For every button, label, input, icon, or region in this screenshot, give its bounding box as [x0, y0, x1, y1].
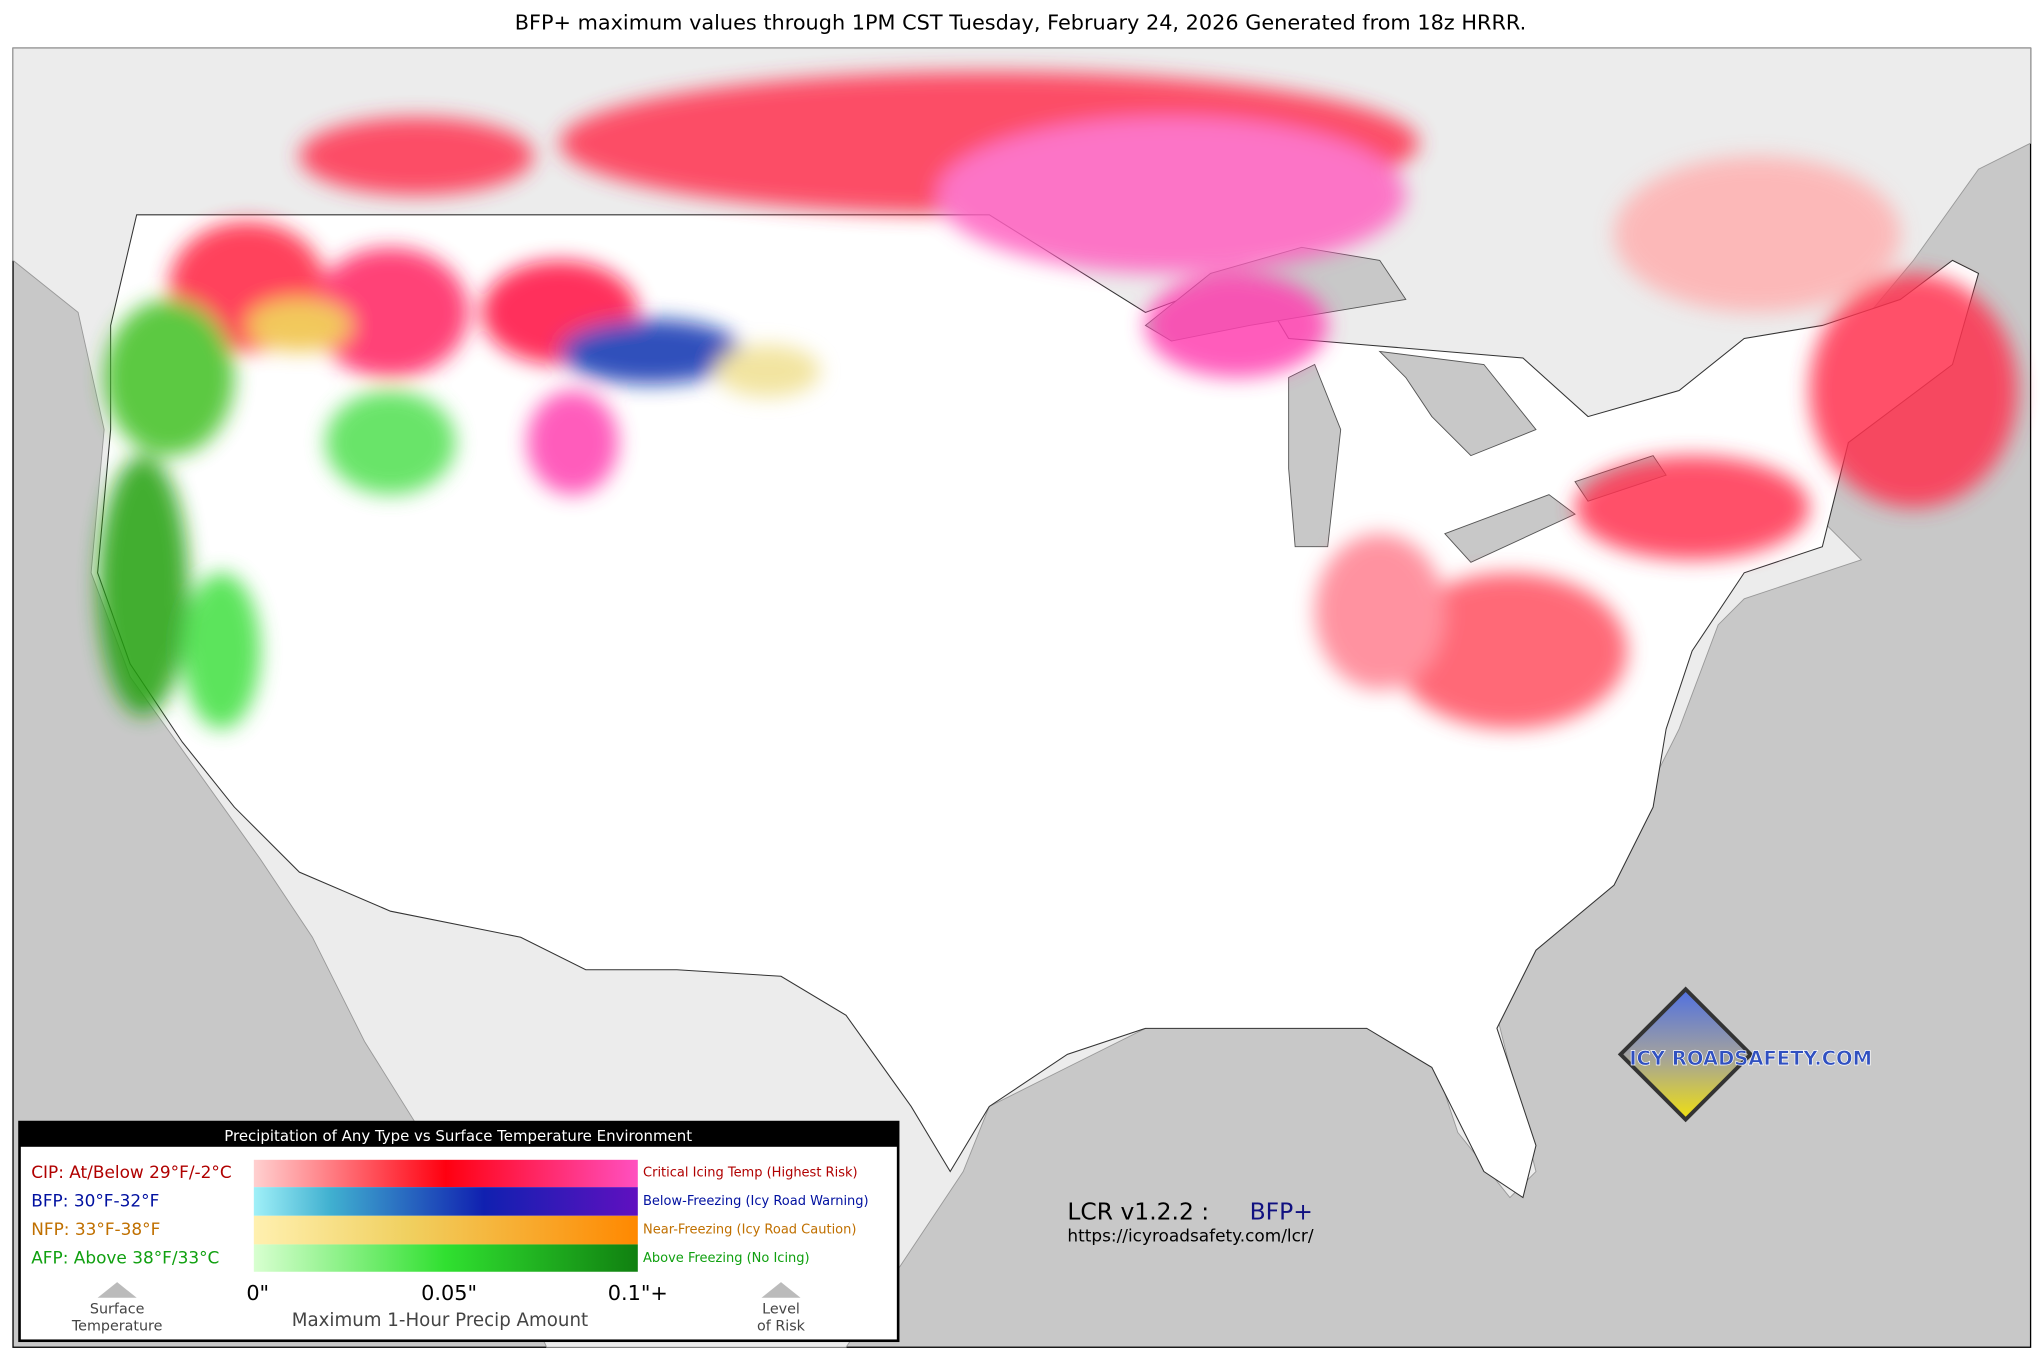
row-description: Above Freezing (No Icing)	[643, 1251, 810, 1266]
row-label: AFP: Above 38°F/33°C	[31, 1248, 219, 1268]
row-description: Near-Freezing (Icy Road Caution)	[643, 1223, 856, 1238]
row-description: Critical Icing Temp (Highest Risk)	[643, 1165, 858, 1180]
scale-label: 0.05"	[421, 1281, 477, 1305]
product: BFP+	[1250, 1198, 1313, 1226]
color-bar	[253, 1215, 638, 1245]
logo: ICY ROADSAFETY.COM	[1617, 986, 1872, 1123]
title: BFP+ maximum values through 1PM CST Tues…	[515, 10, 1527, 34]
legend: Precipitation of Any Type vs Surface Tem…	[18, 1120, 900, 1343]
marker-text: Surface	[90, 1302, 145, 1318]
scale-title: Maximum 1-Hour Precip Amount	[292, 1310, 588, 1331]
marker-text: of Risk	[757, 1318, 806, 1334]
row-label: NFP: 33°F-38°F	[31, 1219, 160, 1239]
marker-text: Temperature	[71, 1318, 163, 1334]
logo-text: ICY ROADSAFETY.COM	[1629, 1047, 1872, 1070]
scale-label: 0"	[246, 1281, 269, 1305]
color-bar	[253, 1159, 638, 1188]
color-bar	[253, 1187, 638, 1216]
precip-field	[97, 71, 2018, 729]
scale-label: 0.1"+	[608, 1281, 668, 1305]
url: https://icyroadsafety.com/lcr/	[1067, 1226, 1313, 1246]
row-label: BFP: 30°F-32°F	[31, 1190, 159, 1210]
row-description: Below-Freezing (Icy Road Warning)	[643, 1194, 869, 1209]
version: LCR v1.2.2 :	[1067, 1198, 1209, 1226]
color-bar	[253, 1244, 638, 1272]
legend-header: Precipitation of Any Type vs Surface Tem…	[224, 1127, 692, 1145]
row-label: CIP: At/Below 29°F/-2°C	[31, 1162, 231, 1182]
marker-text: Level	[762, 1302, 800, 1318]
